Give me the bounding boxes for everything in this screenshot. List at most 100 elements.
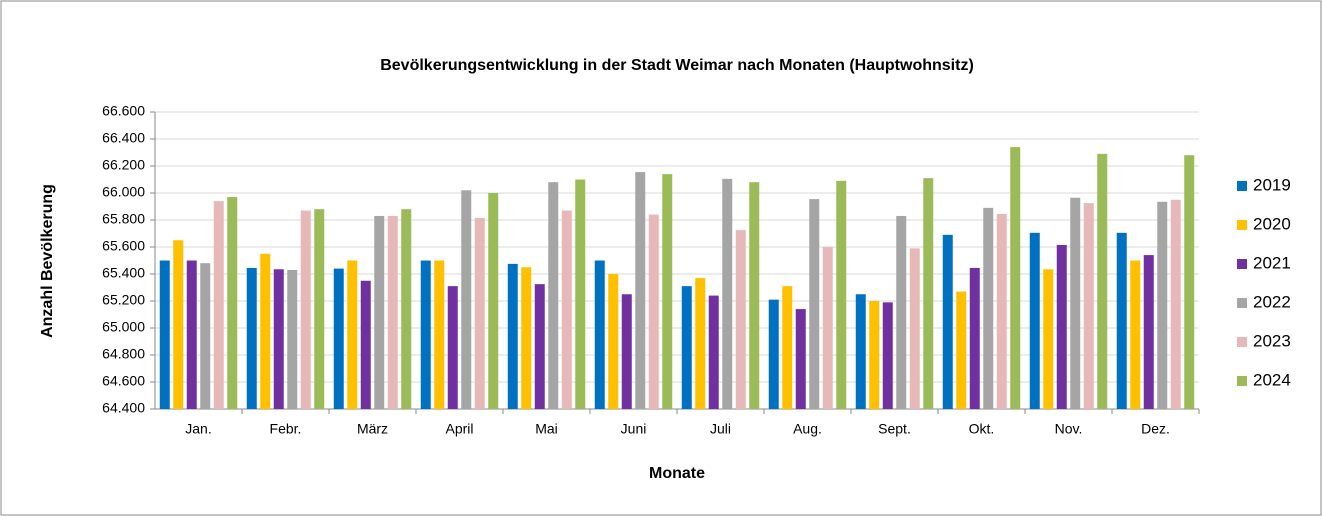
x-tick-label: Dez. xyxy=(1141,421,1170,437)
bar xyxy=(1029,232,1040,409)
legend-label: 2019 xyxy=(1253,175,1291,194)
bar xyxy=(186,260,197,409)
bar xyxy=(735,230,746,409)
x-axis-title: Monate xyxy=(649,465,705,482)
bar xyxy=(896,215,907,409)
bar xyxy=(314,209,325,409)
bar xyxy=(708,295,719,409)
bar xyxy=(1070,197,1081,409)
bar xyxy=(1143,255,1154,409)
bar xyxy=(836,180,847,409)
bar xyxy=(1010,147,1021,409)
bar xyxy=(287,269,298,409)
bar xyxy=(1130,260,1141,409)
bar xyxy=(1170,199,1181,409)
bar xyxy=(795,309,806,409)
bar xyxy=(996,213,1007,409)
bar xyxy=(173,240,184,409)
bar xyxy=(662,174,673,409)
y-tick-label: 64.400 xyxy=(102,400,145,416)
x-tick-label: Juli xyxy=(710,421,731,437)
legend-label: 2023 xyxy=(1253,331,1291,350)
x-tick-label: Mai xyxy=(535,421,558,437)
bar xyxy=(246,267,257,409)
legend-swatch xyxy=(1237,259,1247,269)
legend-label: 2021 xyxy=(1253,253,1291,272)
bar xyxy=(942,234,953,409)
bar xyxy=(969,267,980,409)
bar xyxy=(782,286,793,409)
bar xyxy=(227,197,238,409)
legend-swatch xyxy=(1237,376,1247,386)
bar xyxy=(1043,269,1054,409)
bar xyxy=(1083,203,1094,409)
bar xyxy=(695,278,706,409)
x-tick-label: Okt. xyxy=(969,421,995,437)
x-tick-label: Aug. xyxy=(793,421,822,437)
bar xyxy=(822,247,833,409)
bar xyxy=(534,284,545,409)
legend-swatch xyxy=(1237,220,1247,230)
bar xyxy=(260,253,271,409)
bar xyxy=(749,182,760,409)
y-tick-label: 66.600 xyxy=(102,103,145,119)
bar xyxy=(347,260,358,409)
bar xyxy=(635,172,646,409)
bar xyxy=(420,260,431,409)
bar xyxy=(621,294,632,409)
bar xyxy=(273,269,284,409)
legend-swatch xyxy=(1237,181,1247,191)
bar xyxy=(521,267,532,409)
y-tick-label: 66.400 xyxy=(102,130,145,146)
legend-label: 2022 xyxy=(1253,292,1291,311)
legend-swatch xyxy=(1237,298,1247,308)
bar xyxy=(1116,232,1127,409)
bar xyxy=(507,263,518,409)
y-tick-label: 65.600 xyxy=(102,238,145,254)
bar xyxy=(434,260,445,409)
bar xyxy=(608,274,619,409)
x-tick-label: April xyxy=(445,421,473,437)
y-tick-label: 66.200 xyxy=(102,157,145,173)
bar xyxy=(575,179,586,409)
x-tick-label: Jan. xyxy=(185,421,211,437)
y-tick-label: 66.000 xyxy=(102,184,145,200)
bar xyxy=(447,286,458,409)
bar xyxy=(1157,201,1168,409)
bar xyxy=(648,214,659,409)
legend-label: 2024 xyxy=(1253,370,1291,389)
x-tick-label: März xyxy=(357,421,388,437)
bar xyxy=(401,209,412,409)
bar xyxy=(923,178,934,409)
bar xyxy=(548,182,559,409)
bar xyxy=(983,207,994,409)
chart-title: Bevölkerungsentwicklung in der Stadt Wei… xyxy=(380,57,974,74)
bar xyxy=(333,268,344,409)
bar xyxy=(387,215,398,409)
bar xyxy=(681,286,692,409)
bar xyxy=(488,193,499,409)
bar xyxy=(474,217,485,409)
x-tick-label: Nov. xyxy=(1055,421,1083,437)
legend-label: 2020 xyxy=(1253,214,1291,233)
bar xyxy=(882,302,893,409)
y-tick-label: 65.800 xyxy=(102,211,145,227)
bar xyxy=(809,199,820,409)
bar xyxy=(594,260,605,409)
bar xyxy=(461,190,472,409)
x-tick-label: Febr. xyxy=(270,421,302,437)
bar xyxy=(855,294,866,409)
bar xyxy=(956,291,967,409)
bar xyxy=(374,215,385,409)
bar xyxy=(159,260,170,409)
bar xyxy=(200,263,211,409)
bar xyxy=(722,178,733,409)
bar xyxy=(360,280,371,409)
bar xyxy=(1184,155,1195,409)
y-tick-label: 65.400 xyxy=(102,265,145,281)
x-tick-label: Juni xyxy=(621,421,647,437)
legend-swatch xyxy=(1237,337,1247,347)
y-axis-title: Anzahl Bevölkerung xyxy=(39,184,56,338)
y-tick-label: 65.200 xyxy=(102,292,145,308)
